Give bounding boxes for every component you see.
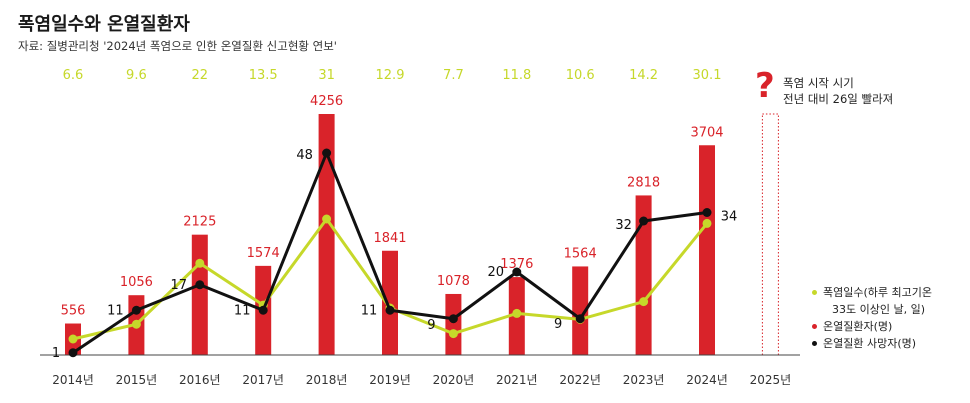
data-labels: 556 1056 2125 1574 4256 1841 1078 1376 1564 2818 3…	[52, 68, 737, 361]
patients-value-label: 1056	[120, 275, 153, 290]
legend-deaths-label: 온열질환 사망자(명)	[823, 337, 917, 350]
heatwave-value-label: 9.6	[126, 68, 147, 83]
deaths-value-label: 11	[361, 303, 378, 318]
heatwave-value-label: 14.2	[629, 68, 658, 83]
deaths-point	[512, 267, 522, 277]
patients-bar	[699, 145, 715, 355]
heatwave-point	[195, 258, 205, 268]
deaths-value-label: 1	[52, 346, 60, 361]
question-mark-icon: ?	[755, 66, 775, 106]
patients-value-label: 2125	[183, 215, 216, 230]
legend-deaths-marker	[812, 341, 817, 346]
deaths-value-label: 17	[171, 278, 188, 293]
source-caption: 자료: 질병관리청 '2024년 폭염으로 인한 온열질환 신고현황 연보'	[18, 39, 337, 53]
heatwave-value-label: 7.7	[443, 68, 464, 83]
deaths-point	[448, 314, 458, 324]
legend-patients-marker	[812, 324, 817, 329]
heatwave-point	[131, 319, 141, 329]
deaths-value-label: 11	[107, 303, 124, 318]
deaths-point	[68, 348, 78, 358]
x-tick-label: 2023년	[623, 373, 665, 387]
patients-value-label: 1564	[564, 246, 597, 261]
x-tick-label: 2022년	[559, 373, 601, 387]
deaths-value-label: 34	[721, 210, 738, 225]
x-tick-label: 2019년	[369, 373, 411, 387]
heatwave-point	[639, 297, 649, 307]
x-tick-label: 2018년	[306, 373, 348, 387]
patients-value-label: 3704	[690, 125, 723, 140]
x-tick-label: 2025년	[750, 373, 792, 387]
x-tick-label: 2017년	[242, 373, 284, 387]
annotation-line-1: 폭염 시작 시기	[783, 76, 854, 90]
deaths-point	[385, 305, 395, 315]
heatwave-value-label: 12.9	[376, 68, 405, 83]
year-2025-placeholder	[761, 113, 779, 356]
x-tick-label: 2016년	[179, 373, 221, 387]
legend-heatwave-label-cont: 33도 이상인 날, 일)	[832, 303, 925, 316]
deaths-point	[131, 305, 141, 315]
patients-value-label: 1376	[500, 257, 533, 272]
patients-bar	[318, 114, 335, 355]
heatwave-point	[512, 308, 522, 318]
deaths-value-label: 32	[615, 218, 632, 233]
patients-bar	[635, 195, 652, 355]
heatwave-value-label: 13.5	[249, 68, 278, 83]
deaths-point	[322, 148, 332, 158]
patients-value-label: 1078	[437, 274, 470, 289]
legend-heatwave-marker	[812, 290, 817, 295]
deaths-point	[575, 314, 585, 324]
patients-value-label: 2818	[627, 175, 660, 190]
heatwave-value-label: 10.6	[566, 68, 595, 83]
chart-title: 폭염일수와 온열질환자	[18, 14, 190, 35]
patients-bar	[445, 293, 462, 355]
heatwave-value-label: 31	[318, 68, 335, 83]
deaths-point	[702, 208, 712, 217]
patients-value-label: 1574	[247, 246, 280, 261]
heatwave-value-label: 11.8	[502, 68, 531, 83]
heatwave-value-label: 6.6	[63, 68, 84, 83]
x-tick-label: 2024년	[686, 373, 728, 387]
x-tick-label: 2014년	[52, 373, 94, 387]
heatwave-point	[448, 329, 458, 339]
deaths-value-label: 9	[427, 318, 435, 333]
patients-bar	[382, 250, 398, 355]
deaths-line-series	[68, 148, 712, 358]
x-axis-ticks: 2014년 2015년 2016년 2017년 2018년 2019년 2020년 2021년…	[52, 373, 791, 387]
patients-value-label: 4256	[310, 94, 343, 109]
deaths-value-label: 11	[234, 303, 251, 318]
legend-heatwave-label: 폭염일수(하루 최고기온	[823, 286, 932, 299]
annotation-line-2: 전년 대비 26일 빨라져	[783, 92, 894, 106]
x-tick-label: 2015년	[116, 373, 158, 387]
patients-bar	[572, 266, 589, 355]
placeholder-bar-2025	[761, 113, 779, 356]
heatwave-point	[322, 214, 332, 224]
patients-bar	[191, 234, 208, 355]
legend-item-patients: 온열질환자(명)	[812, 318, 932, 335]
heatwave-value-label: 22	[192, 68, 209, 83]
deaths-point	[639, 216, 649, 226]
legend-item-heatwave: 폭염일수(하루 최고기온	[812, 284, 932, 301]
deaths-value-label: 48	[296, 148, 313, 163]
patients-value-label: 556	[61, 304, 86, 319]
annotation-2025: 폭염 시작 시기 전년 대비 26일 빨라져	[783, 75, 893, 107]
legend: 폭염일수(하루 최고기온 33도 이상인 날, 일) 온열질환자(명) 온열질환…	[812, 284, 932, 352]
legend-patients-label: 온열질환자(명)	[823, 320, 893, 333]
heatwave-point	[702, 218, 712, 228]
x-tick-label: 2021년	[496, 373, 538, 387]
heatwave-point	[68, 334, 78, 344]
patients-value-label: 1841	[373, 231, 406, 246]
deaths-point	[195, 280, 205, 290]
x-tick-label: 2020년	[433, 373, 475, 387]
deaths-value-label: 9	[554, 317, 562, 332]
heatwave-value-label: 30.1	[693, 68, 722, 83]
deaths-point	[258, 305, 268, 315]
legend-item-deaths: 온열질환 사망자(명)	[812, 335, 932, 352]
deaths-value-label: 20	[488, 265, 505, 280]
